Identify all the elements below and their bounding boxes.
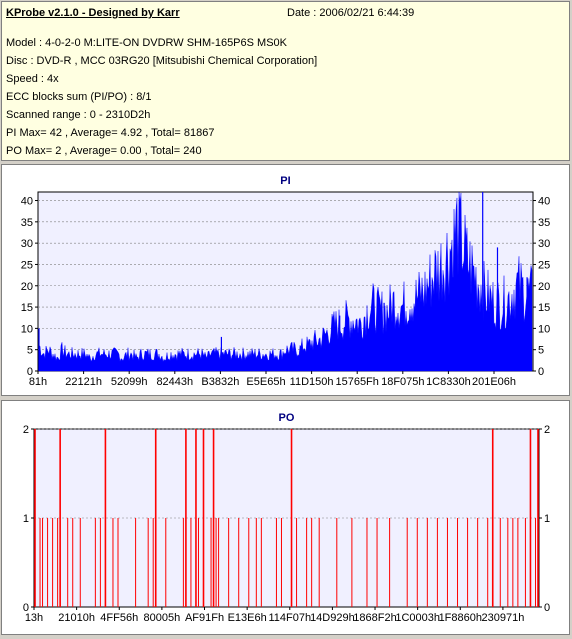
x-tick-label: 80005h xyxy=(144,612,181,624)
info-ecc-blocks: ECC blocks sum (PI/PO) : 8/1 xyxy=(6,91,152,103)
y-tick-label-right: 35 xyxy=(538,217,550,229)
chart-title: PO xyxy=(279,412,295,424)
y-tick-label-right: 25 xyxy=(538,259,550,271)
y-tick-label-right: 5 xyxy=(538,345,544,357)
info-disc: Disc : DVD-R , MCC 03RG20 [Mitsubishi Ch… xyxy=(6,55,318,67)
info-pi-summary: PI Max= 42 , Average= 4.92 , Total= 8186… xyxy=(6,127,215,139)
x-tick-label: 21010h xyxy=(58,612,95,624)
pi-chart: PI 0 0 5 5 10 10 15 15 20 20 25 25 30 30 35 35 40 40 81h 221… xyxy=(21,175,551,388)
po-chart: PO 0 0 1 1 2 2 13h 21010h 4FF56h 80005h AF91Fh E13E6… xyxy=(23,412,550,624)
x-tick-label: 1C0003h xyxy=(395,612,440,624)
x-tick-label: E13E6h xyxy=(228,612,267,624)
y-tick-label-right: 40 xyxy=(538,196,550,208)
info-model: Model : 4-0-2-0 M:LITE-ON DVDRW SHM-165P… xyxy=(6,37,287,49)
y-tick-label-left: 1 xyxy=(23,513,29,525)
y-tick-label-right: 10 xyxy=(538,323,550,335)
x-tick-label: 1868F2h xyxy=(353,612,396,624)
y-tick-label-right: 0 xyxy=(544,602,550,614)
y-tick-label-left: 40 xyxy=(21,196,33,208)
x-tick-label: 18F075h xyxy=(381,376,424,388)
y-tick-label-left: 25 xyxy=(21,259,33,271)
x-tick-label: E5E65h xyxy=(246,376,285,388)
info-scanned-range: Scanned range : 0 - 2310D2h xyxy=(6,109,151,121)
y-tick-label-left: 35 xyxy=(21,217,33,229)
x-tick-label: 22121h xyxy=(65,376,102,388)
x-tick-label: B3832h xyxy=(201,376,239,388)
y-tick-label-right: 2 xyxy=(544,424,550,436)
info-panel: KProbe v2.1.0 - Designed by Karr Date : … xyxy=(1,1,570,161)
y-tick-label-left: 30 xyxy=(21,238,33,250)
x-tick-label: 1F8860h xyxy=(439,612,482,624)
po-chart-panel: PO 0 0 1 1 2 2 13h 21010h 4FF56h 80005h AF91Fh E13E6… xyxy=(1,400,570,635)
x-tick-label: 52099h xyxy=(111,376,148,388)
y-tick-label-right: 15 xyxy=(538,302,550,314)
x-tick-label: 15765Fh xyxy=(335,376,378,388)
x-tick-label: 1C8330h xyxy=(426,376,471,388)
y-tick-label-left: 10 xyxy=(21,323,33,335)
x-tick-label: 11D150h xyxy=(290,376,334,388)
y-tick-label-left: 2 xyxy=(23,424,29,436)
pi-series-area xyxy=(38,191,533,372)
x-tick-label: AF91Fh xyxy=(185,612,224,624)
x-tick-label: 82443h xyxy=(156,376,193,388)
x-tick-label: 114F07h xyxy=(268,612,311,624)
y-tick-label-right: 1 xyxy=(544,513,550,525)
x-tick-label: 13h xyxy=(25,612,43,624)
info-speed: Speed : 4x xyxy=(6,73,59,85)
y-tick-label-left: 15 xyxy=(21,302,33,314)
pi-chart-panel: PI 0 0 5 5 10 10 15 15 20 20 25 25 30 30 35 35 40 40 81h 221… xyxy=(1,164,570,396)
y-tick-label-right: 20 xyxy=(538,281,550,293)
y-tick-label-right: 30 xyxy=(538,238,550,250)
x-tick-label: 4FF56h xyxy=(100,612,138,624)
app-title: KProbe v2.1.0 - Designed by Karr xyxy=(6,7,180,19)
x-tick-label: 201E06h xyxy=(472,376,516,388)
x-tick-label: 230971h xyxy=(482,612,525,624)
y-tick-label-left: 0 xyxy=(27,366,33,378)
x-tick-label: 14D929h xyxy=(310,612,355,624)
y-tick-label-left: 5 xyxy=(27,345,33,357)
scan-date: Date : 2006/02/21 6:44:39 xyxy=(287,7,415,19)
y-tick-label-left: 0 xyxy=(23,602,29,614)
info-po-summary: PO Max= 2 , Average= 0.00 , Total= 240 xyxy=(6,145,202,157)
x-tick-label: 81h xyxy=(29,376,47,388)
chart-title: PI xyxy=(280,175,290,187)
y-tick-label-right: 0 xyxy=(538,366,544,378)
y-tick-label-left: 20 xyxy=(21,281,33,293)
